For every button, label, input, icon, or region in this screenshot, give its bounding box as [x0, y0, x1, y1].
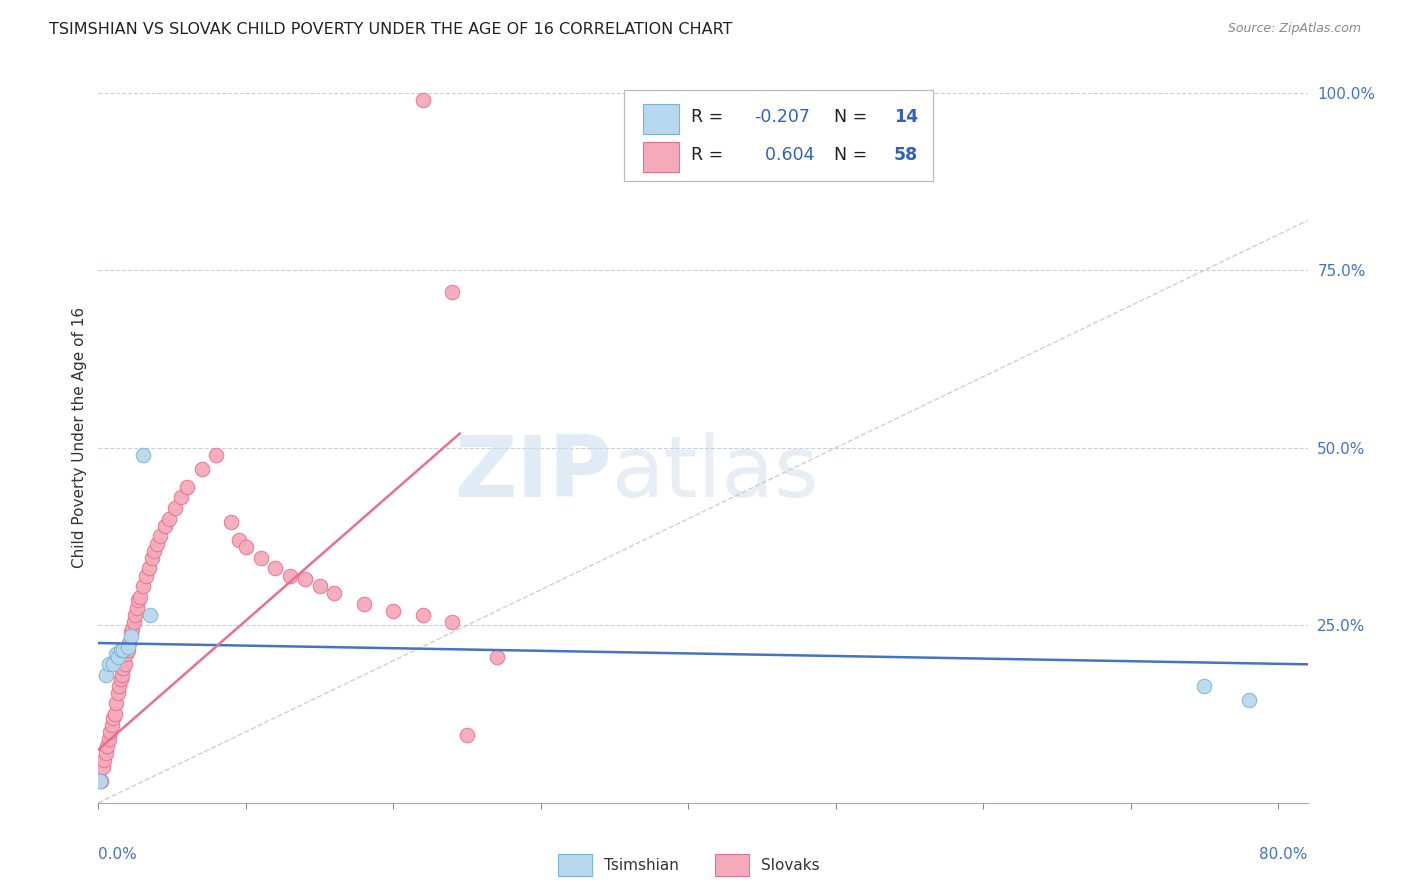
- Point: [107, 650, 129, 665]
- Point: [100, 717, 122, 731]
- Point: [104, 706, 127, 721]
- Point: [111, 668, 134, 682]
- Point: [228, 533, 250, 547]
- Point: [90, 774, 112, 789]
- Point: [235, 540, 257, 554]
- Point: [97, 731, 120, 746]
- Point: [125, 600, 148, 615]
- Point: [114, 657, 136, 672]
- Point: [112, 643, 135, 657]
- Point: [205, 448, 228, 462]
- FancyBboxPatch shape: [643, 104, 679, 134]
- Text: 0.604: 0.604: [754, 146, 814, 164]
- Point: [138, 561, 160, 575]
- Text: N =: N =: [834, 109, 872, 127]
- Point: [121, 622, 143, 636]
- Point: [94, 668, 117, 682]
- Point: [105, 697, 128, 711]
- Text: 80.0%: 80.0%: [1260, 847, 1308, 862]
- Point: [128, 590, 150, 604]
- Point: [91, 760, 114, 774]
- Text: N =: N =: [834, 146, 872, 164]
- FancyBboxPatch shape: [716, 854, 749, 876]
- Point: [176, 480, 198, 494]
- Point: [190, 462, 212, 476]
- Point: [96, 739, 118, 753]
- Point: [101, 710, 124, 724]
- Point: [97, 657, 120, 672]
- Y-axis label: Child Poverty Under the Age of 16: Child Poverty Under the Age of 16: [72, 307, 87, 567]
- Point: [1237, 693, 1260, 707]
- Point: [165, 501, 187, 516]
- Point: [117, 640, 139, 654]
- Point: [94, 746, 117, 760]
- Point: [118, 636, 141, 650]
- Point: [170, 491, 193, 505]
- Point: [131, 579, 153, 593]
- Point: [120, 629, 142, 643]
- Point: [131, 448, 153, 462]
- Point: [149, 529, 172, 543]
- Text: 0.0%: 0.0%: [98, 847, 138, 862]
- Point: [89, 774, 111, 789]
- FancyBboxPatch shape: [624, 90, 932, 181]
- Point: [112, 661, 135, 675]
- Point: [124, 607, 146, 622]
- Point: [1194, 679, 1216, 693]
- Point: [153, 519, 176, 533]
- Point: [441, 285, 464, 299]
- Point: [382, 604, 405, 618]
- Text: Source: ZipAtlas.com: Source: ZipAtlas.com: [1227, 22, 1361, 36]
- Point: [143, 543, 166, 558]
- Point: [107, 686, 129, 700]
- Point: [294, 572, 316, 586]
- Point: [110, 672, 132, 686]
- Text: ZIP: ZIP: [454, 432, 613, 516]
- Text: TSIMSHIAN VS SLOVAK CHILD POVERTY UNDER THE AGE OF 16 CORRELATION CHART: TSIMSHIAN VS SLOVAK CHILD POVERTY UNDER …: [49, 22, 733, 37]
- Point: [353, 597, 375, 611]
- Point: [108, 679, 131, 693]
- Text: R =: R =: [690, 109, 728, 127]
- Text: Tsimshian: Tsimshian: [603, 858, 679, 873]
- Point: [219, 516, 242, 530]
- Point: [456, 728, 478, 742]
- Point: [117, 643, 139, 657]
- Point: [264, 561, 287, 575]
- Point: [127, 593, 149, 607]
- Point: [249, 550, 271, 565]
- Point: [141, 550, 163, 565]
- Text: 14: 14: [894, 109, 918, 127]
- Text: Slovaks: Slovaks: [761, 858, 820, 873]
- Point: [157, 512, 180, 526]
- Point: [93, 753, 115, 767]
- Point: [135, 568, 157, 582]
- Text: R =: R =: [690, 146, 728, 164]
- FancyBboxPatch shape: [643, 143, 679, 171]
- Point: [485, 650, 508, 665]
- Point: [122, 615, 145, 629]
- Text: -0.207: -0.207: [754, 109, 810, 127]
- Point: [98, 724, 121, 739]
- Point: [412, 607, 434, 622]
- FancyBboxPatch shape: [558, 854, 592, 876]
- Text: 58: 58: [894, 146, 918, 164]
- Point: [120, 625, 142, 640]
- Point: [139, 607, 162, 622]
- Point: [412, 93, 434, 107]
- Point: [323, 586, 346, 600]
- Point: [146, 536, 169, 550]
- Point: [101, 657, 124, 672]
- Point: [308, 579, 330, 593]
- Point: [441, 615, 464, 629]
- Point: [105, 647, 128, 661]
- Point: [115, 647, 138, 661]
- Text: atlas: atlas: [613, 432, 820, 516]
- Point: [278, 568, 301, 582]
- Point: [110, 643, 132, 657]
